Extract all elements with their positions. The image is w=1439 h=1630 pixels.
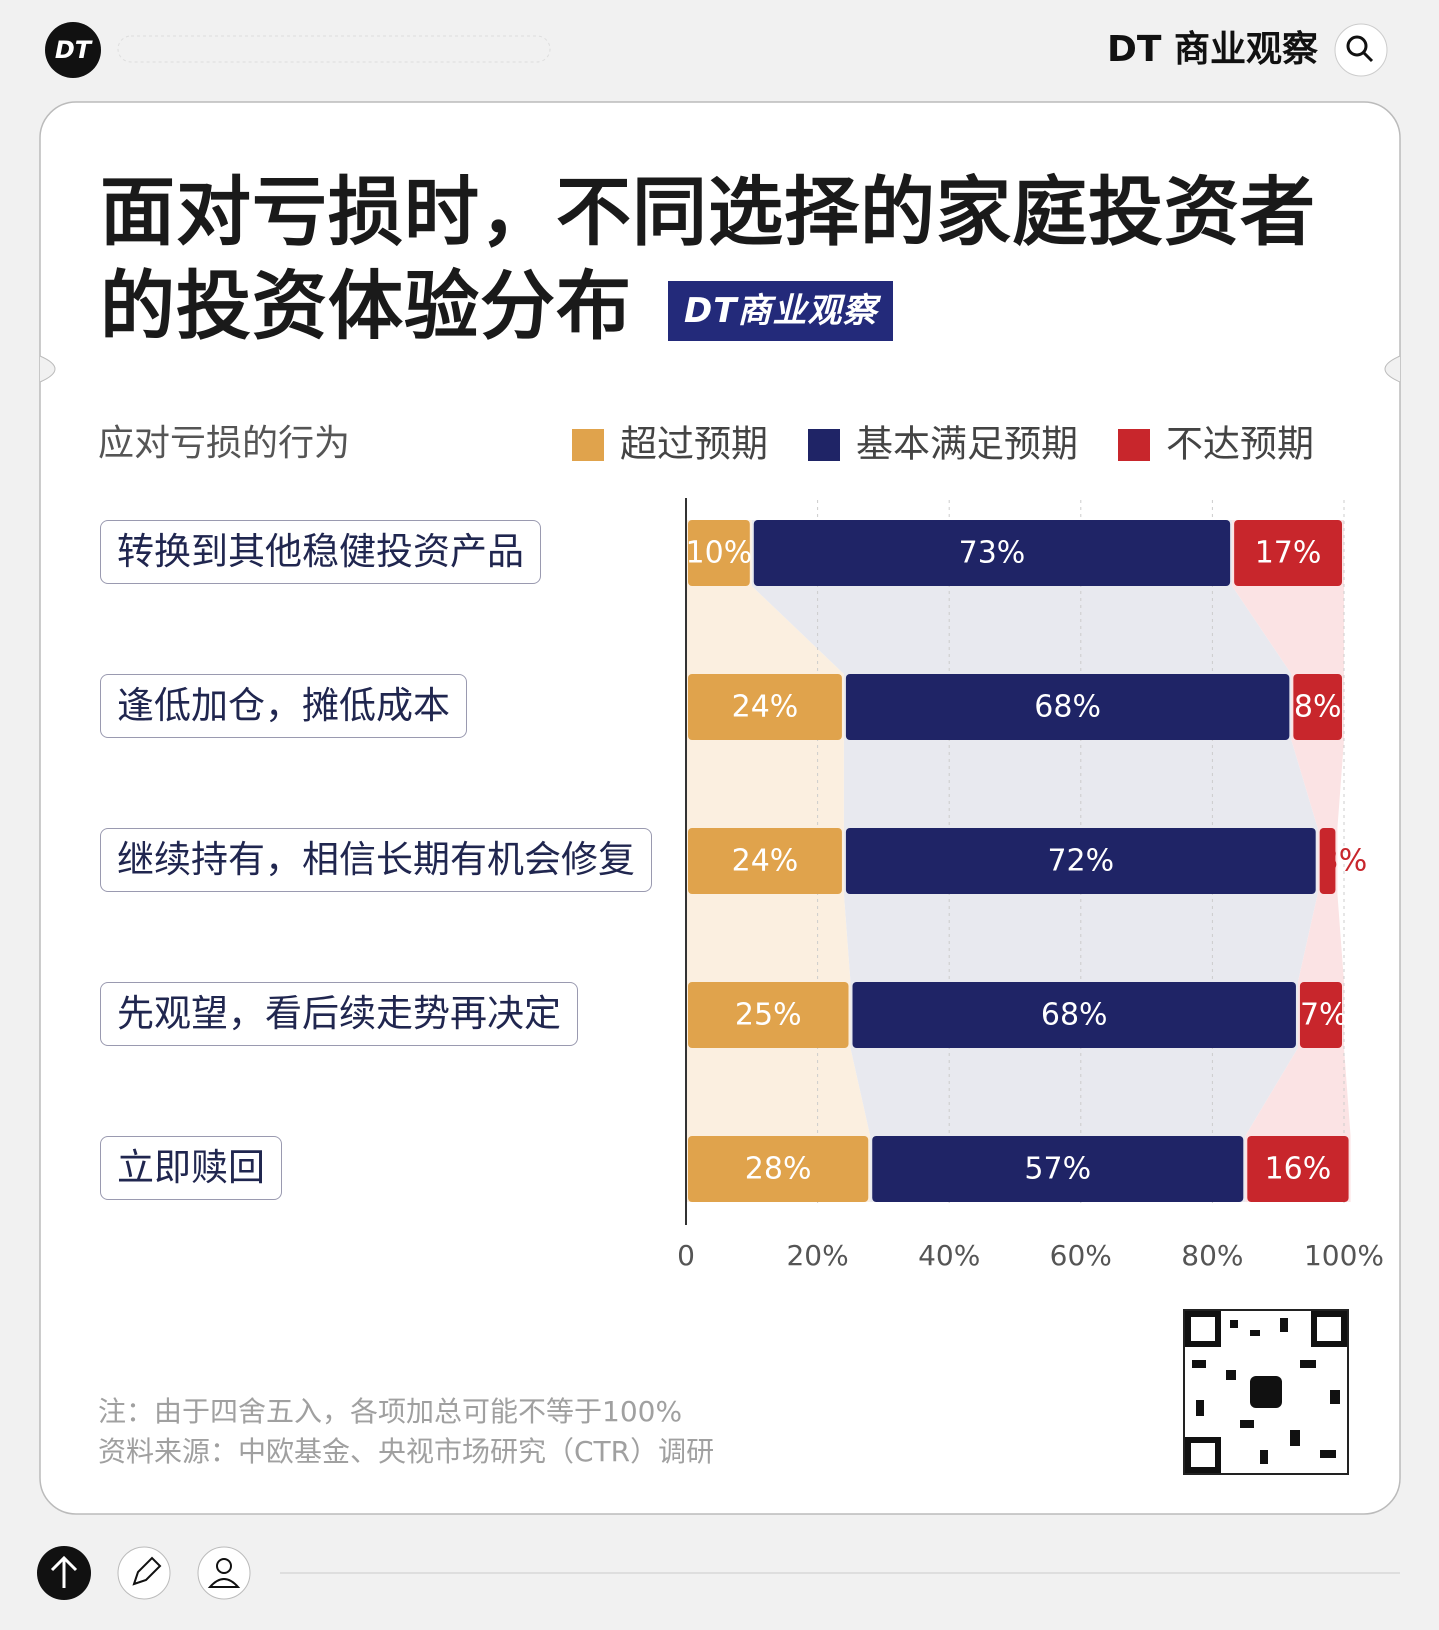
bar-segment [688,520,750,586]
bar-segment [688,674,842,740]
badge: DT商业观察 [668,281,894,342]
category-label: 先观望，看后续走势再决定 [100,982,578,1046]
search-icon [1346,35,1368,57]
brand: DT 商业观察 [1107,29,1318,70]
legend-label: 不达预期 [1166,423,1314,466]
card-notch [1384,355,1401,383]
bar-segment [1319,828,1336,894]
qr-logo [1250,1376,1282,1408]
data-label: 72% [1047,844,1114,879]
x-tick-label: 40% [918,1239,980,1272]
bar-segment [688,982,849,1048]
category-label: 转换到其他稳健投资产品 [100,520,541,584]
data-label: 25% [735,998,802,1033]
bar-segment [1299,982,1342,1048]
logo-circle[interactable] [45,22,101,78]
search-button[interactable] [1334,23,1388,77]
data-label: 17% [1255,536,1322,571]
edit-icon [132,1556,162,1586]
arrow-icon [50,1555,78,1588]
x-tick-label: 80% [1181,1239,1243,1272]
category-label: 立即赎回 [100,1136,282,1200]
data-label: 16% [1265,1152,1332,1187]
x-tick-label: 0 [677,1239,695,1272]
bar-segment [1234,520,1342,586]
note: 注：由于四舍五入，各项加总可能不等于100% [98,1395,683,1428]
legend-swatch [572,429,604,461]
x-tick-label: 60% [1050,1239,1112,1272]
legend-swatch [808,429,840,461]
data-label: 68% [1041,998,1108,1033]
bar-segment [688,1136,869,1202]
legend-label: 超过预期 [620,423,768,466]
axis-label: 应对亏损的行为 [98,423,350,464]
qr-finder [1311,1311,1347,1347]
x-tick-label: 20% [786,1239,848,1272]
bar-segment [872,1136,1244,1202]
data-label: 24% [732,844,799,879]
legend-label: 基本满足预期 [856,423,1078,466]
profile-icon [207,1578,241,1588]
note: 资料来源：中欧基金、央视市场研究（CTR）调研 [98,1435,715,1468]
bar-segment [852,982,1296,1048]
search-bar[interactable] [117,35,551,63]
category-label: 继续持有，相信长期有机会修复 [100,828,652,892]
chart-title: 面对亏损时，不同选择的家庭投资者的投资体验分布 [100,168,1317,350]
bar-segment [845,828,1316,894]
data-label: 7% [1300,998,1348,1033]
edit-button[interactable] [117,1546,171,1600]
profile-icon [216,1558,232,1574]
category-label: 逢低加仓，摊低成本 [100,674,467,738]
data-label: 24% [732,690,799,725]
data-label: 57% [1024,1152,1091,1187]
bar-segment [688,828,842,894]
qr-border [1183,1309,1349,1475]
bar-segment [753,520,1231,586]
logo: DT [55,36,93,64]
data-label: 3% [1320,844,1368,879]
legend-swatch [1118,429,1150,461]
bar-segment [1293,674,1342,740]
data-label: 28% [745,1152,812,1187]
qr-finder [1185,1311,1221,1347]
chart-title-block: 面对亏损时，不同选择的家庭投资者的投资体验分布 DT商业观察 [100,165,1340,353]
x-tick-label: 100% [1304,1239,1384,1272]
data-label: 10% [686,536,753,571]
search-icon [1362,51,1374,63]
card-notch [39,355,56,383]
bar-segment [1247,1136,1349,1202]
bar-segment [845,674,1290,740]
qr-code [1183,1309,1349,1475]
data-label: 73% [959,536,1026,571]
data-label: 8% [1294,690,1342,725]
qr-finder [1185,1437,1221,1473]
data-label: 68% [1034,690,1101,725]
chart: 超过预期 基本满足预期 不达预期 0 20% 40% 60% 80% 100% 10% 73% 17%… [572,423,1384,1272]
